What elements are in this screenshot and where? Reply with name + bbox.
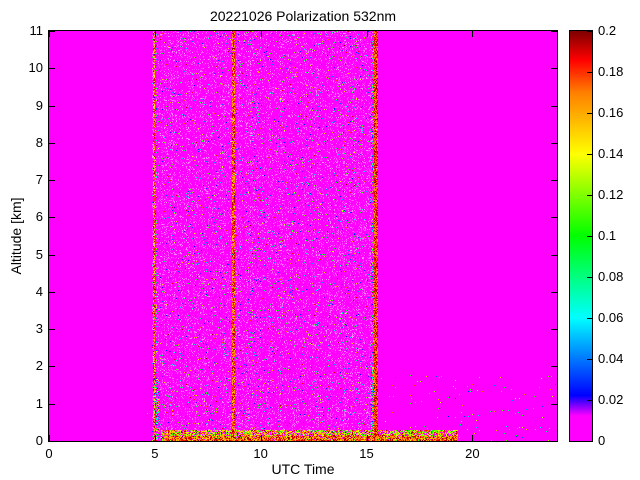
colorbar-tick-label: 0.2	[598, 23, 617, 38]
y-tick-label: 9	[35, 97, 43, 113]
colorbar-tick-mark	[587, 72, 592, 73]
y-tick-mark	[551, 255, 557, 256]
colorbar-tick-mark	[587, 400, 592, 401]
colorbar-tick-label: 0.1	[598, 228, 617, 243]
x-tick-mark	[49, 435, 50, 441]
y-tick-mark	[49, 143, 55, 144]
y-tick-label: 0	[35, 433, 43, 448]
chart-title: 20221026 Polarization 532nm	[209, 8, 397, 24]
colorbar-tick-mark	[587, 154, 592, 155]
x-tick-mark	[261, 31, 262, 37]
colorbar-tick-mark	[587, 113, 592, 114]
colorbar-tick-label: 0.08	[598, 269, 624, 284]
y-tick-label: 8	[35, 134, 43, 150]
x-tick-mark	[472, 31, 473, 37]
x-tick-label: 15	[359, 446, 374, 461]
y-tick-mark	[49, 441, 55, 442]
y-tick-mark	[551, 68, 557, 69]
x-axis-label: UTC Time	[271, 461, 335, 477]
y-tick-mark	[551, 441, 557, 442]
colorbar-tick-label: 0.14	[598, 146, 624, 161]
y-tick-label: 7	[35, 172, 43, 188]
y-tick-label: 3	[35, 321, 43, 337]
y-tick-mark	[551, 106, 557, 107]
x-tick-label: 10	[253, 446, 268, 461]
colorbar-tick-mark	[587, 31, 592, 32]
x-tick-label: 5	[151, 446, 159, 461]
x-tick-label: 20	[465, 446, 480, 461]
colorbar-tick-mark	[587, 236, 592, 237]
colorbar-tick-label: 0.18	[598, 64, 624, 79]
colorbar-tick-mark	[587, 359, 592, 360]
y-tick-label: 5	[35, 246, 43, 262]
x-tick-mark	[155, 435, 156, 441]
y-tick-mark	[551, 31, 557, 32]
y-tick-mark	[49, 31, 55, 32]
colorbar-tick-label: 0.04	[598, 351, 624, 366]
colorbar-tick-mark	[587, 318, 592, 319]
y-tick-mark	[49, 217, 55, 218]
y-tick-label: 6	[35, 209, 43, 225]
y-tick-mark	[49, 329, 55, 330]
y-tick-mark	[551, 143, 557, 144]
colorbar-tick-label: 0.16	[598, 105, 624, 120]
heatmap-canvas	[49, 31, 557, 441]
y-tick-mark	[49, 404, 55, 405]
x-tick-mark	[49, 31, 50, 37]
y-tick-mark	[49, 366, 55, 367]
y-tick-mark	[551, 404, 557, 405]
colorbar-tick-label: 0.06	[598, 310, 624, 325]
y-tick-mark	[49, 68, 55, 69]
y-tick-label: 1	[35, 395, 43, 411]
y-tick-mark	[49, 180, 55, 181]
colorbar-tick-label: 0.02	[598, 392, 624, 407]
y-tick-label: 2	[35, 358, 43, 374]
y-tick-mark	[551, 180, 557, 181]
y-tick-mark	[551, 292, 557, 293]
x-tick-label: 0	[45, 446, 53, 461]
y-tick-label: 11	[29, 23, 44, 38]
y-tick-mark	[551, 329, 557, 330]
colorbar-canvas	[570, 31, 592, 441]
y-tick-label: 10	[28, 60, 43, 76]
colorbar-tick-mark	[587, 195, 592, 196]
x-tick-mark	[261, 435, 262, 441]
y-tick-mark	[551, 217, 557, 218]
y-tick-label: 4	[35, 283, 43, 299]
colorbar-tick-mark	[587, 441, 592, 442]
x-tick-mark	[367, 31, 368, 37]
colorbar-tick-label: 0	[598, 433, 606, 448]
y-tick-mark	[49, 106, 55, 107]
x-tick-mark	[472, 435, 473, 441]
x-tick-mark	[155, 31, 156, 37]
colorbar-tick-label: 0.12	[598, 187, 624, 202]
colorbar-tick-mark	[587, 277, 592, 278]
y-tick-mark	[49, 292, 55, 293]
y-tick-mark	[551, 366, 557, 367]
x-tick-mark	[367, 435, 368, 441]
y-tick-mark	[49, 255, 55, 256]
